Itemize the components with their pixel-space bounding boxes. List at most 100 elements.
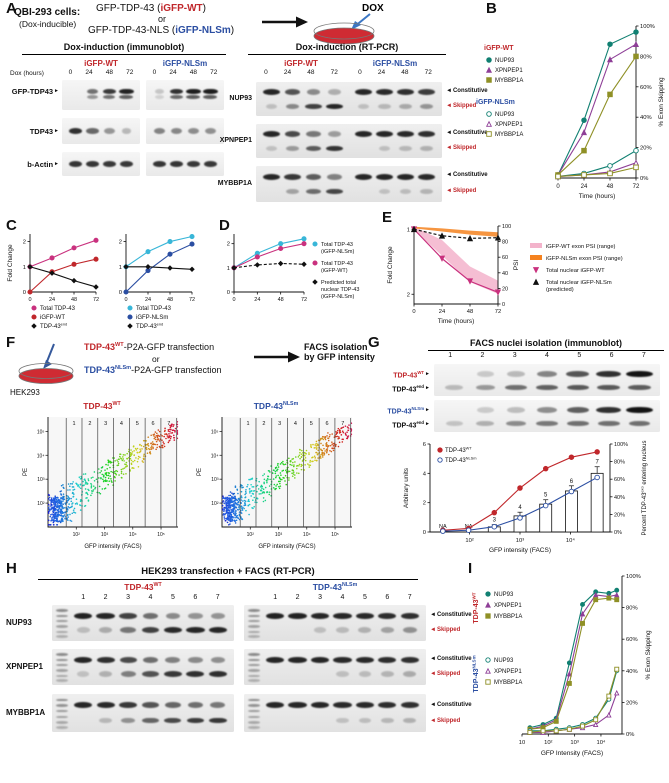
chart-graphic bbox=[104, 472, 107, 474]
chart-graphic bbox=[68, 506, 70, 509]
chart-graphic bbox=[580, 620, 585, 626]
chart-graphic bbox=[234, 511, 236, 514]
chart-graphic bbox=[266, 481, 268, 484]
chart-graphic bbox=[72, 493, 75, 495]
gel-band bbox=[76, 671, 90, 677]
gel-band bbox=[355, 612, 375, 619]
chart-graphic bbox=[532, 267, 540, 274]
chart-graphic bbox=[323, 453, 326, 456]
gel-band bbox=[153, 128, 166, 134]
chart-graphic bbox=[233, 238, 305, 269]
chart-text: 0% bbox=[640, 176, 648, 182]
chart-graphic bbox=[56, 515, 58, 518]
construct-1: GFP-TDP-43 (iGFP-WT) bbox=[96, 3, 206, 14]
chart-text: 10⁴ bbox=[129, 532, 137, 538]
chart-text: WT bbox=[466, 446, 473, 451]
gel-band bbox=[56, 630, 68, 634]
chart-graphic bbox=[29, 258, 97, 293]
chart-graphic bbox=[276, 464, 279, 466]
chart-graphic bbox=[292, 473, 295, 475]
chart-text: Total TDP-43 bbox=[136, 306, 172, 312]
gel-band bbox=[400, 656, 419, 663]
chart-graphic bbox=[288, 479, 290, 481]
chart-graphic bbox=[606, 595, 612, 601]
chart-graphic bbox=[54, 513, 57, 516]
chart-graphic bbox=[53, 520, 55, 522]
chart-text: Fold Change bbox=[387, 246, 394, 284]
lane-time: 48 bbox=[105, 69, 113, 76]
chart-graphic bbox=[276, 483, 278, 486]
chart-graphic bbox=[169, 430, 171, 433]
chart-graphic bbox=[346, 426, 349, 428]
chart-text: 1 bbox=[73, 421, 76, 427]
gel-band bbox=[418, 131, 435, 137]
chart-text: 0 bbox=[119, 290, 122, 296]
gel-band bbox=[284, 131, 301, 137]
chart-graphic bbox=[64, 507, 66, 509]
chart-graphic bbox=[321, 453, 324, 455]
chart-graphic bbox=[235, 506, 238, 509]
panel-f-label: F bbox=[6, 334, 16, 351]
chart-graphic bbox=[146, 452, 149, 455]
chart-graphic bbox=[50, 508, 52, 511]
chart-graphic bbox=[152, 446, 154, 449]
chart-graphic bbox=[282, 460, 284, 463]
chart-graphic bbox=[323, 447, 325, 450]
gel-band bbox=[354, 174, 373, 180]
chart-graphic bbox=[252, 507, 254, 510]
chart-graphic bbox=[281, 478, 283, 481]
constitutive-annotation: ◄Constitutive bbox=[446, 130, 488, 136]
chart-graphic bbox=[320, 442, 322, 445]
chart-graphic bbox=[167, 251, 173, 257]
gel-band bbox=[397, 89, 414, 95]
chart-text: 48 bbox=[167, 297, 173, 303]
chart-graphic bbox=[170, 432, 172, 434]
gel-band bbox=[445, 420, 464, 427]
gel-band bbox=[208, 627, 227, 633]
chart-graphic bbox=[315, 442, 317, 445]
chart-text: 10⁵ bbox=[331, 532, 339, 538]
chart-graphic bbox=[221, 504, 224, 507]
chart-graphic bbox=[109, 462, 112, 464]
chart-graphic bbox=[154, 436, 157, 439]
chart-graphic bbox=[123, 289, 129, 295]
lane-time: 24 bbox=[283, 69, 292, 76]
gel-band bbox=[86, 94, 98, 99]
chart-graphic bbox=[293, 464, 295, 466]
chart-text: 80% bbox=[614, 460, 625, 466]
chart-text: MYBBP1A bbox=[495, 78, 523, 84]
chart-text: Arbitrary units bbox=[403, 467, 410, 508]
chart-graphic bbox=[72, 492, 74, 494]
chart-graphic bbox=[67, 489, 69, 491]
gel-band bbox=[566, 407, 590, 414]
chart-graphic bbox=[174, 427, 177, 430]
gel-band bbox=[310, 612, 330, 619]
chart-graphic bbox=[125, 461, 128, 464]
chart-graphic bbox=[124, 463, 126, 465]
chart-graphic bbox=[285, 471, 288, 473]
chart-graphic bbox=[557, 150, 637, 178]
chart-graphic bbox=[312, 241, 318, 247]
chart-graphic bbox=[517, 485, 523, 491]
chart-graphic bbox=[292, 471, 295, 473]
gel-band bbox=[188, 612, 203, 619]
chart-graphic bbox=[232, 511, 234, 513]
chart-graphic bbox=[309, 461, 311, 463]
gel-band bbox=[399, 103, 412, 109]
chart-text: iGFP-WT bbox=[484, 45, 514, 52]
chart-text: MYBBP1A bbox=[495, 132, 523, 138]
chart-text: nuclear TDP-43 bbox=[321, 287, 359, 293]
blot-tdp43-wt bbox=[62, 118, 140, 144]
chart-graphic bbox=[341, 430, 344, 433]
chart-graphic bbox=[223, 507, 225, 509]
chart-graphic bbox=[101, 466, 104, 468]
chart-graphic bbox=[69, 483, 72, 485]
chart-graphic bbox=[315, 451, 318, 454]
chart-graphic bbox=[299, 448, 301, 451]
chart-graphic bbox=[226, 521, 229, 524]
gel-band bbox=[186, 717, 205, 724]
chart-graphic bbox=[49, 524, 52, 526]
chart-graphic bbox=[49, 509, 51, 511]
chart-graphic bbox=[237, 492, 239, 495]
chart-graphic bbox=[170, 423, 173, 426]
